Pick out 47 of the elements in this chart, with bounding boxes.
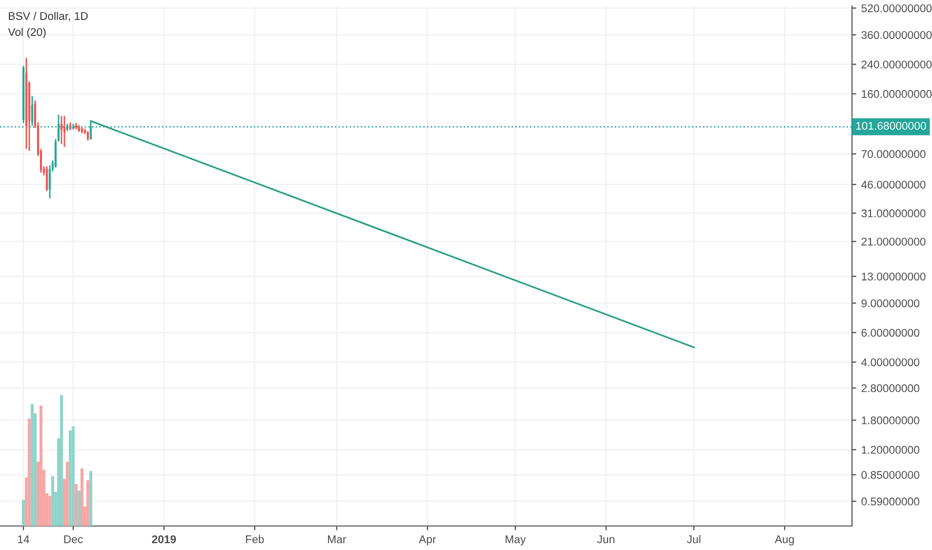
x-tick-label: Mar — [328, 535, 346, 544]
bar — [22, 500, 25, 526]
y-tick-label: 21.00000000 — [862, 238, 926, 246]
x-tick-label: 2019 — [152, 535, 176, 544]
y-tick-label: 31.00000000 — [861, 209, 926, 218]
x-tick-label: Apr — [418, 535, 436, 546]
candlestick — [48, 164, 51, 200]
y-tick-label: 13.00000000 — [862, 272, 926, 280]
y-tick-label: 1.80000000 — [862, 416, 920, 424]
candlestick — [86, 130, 89, 142]
ref-line-label: 101.68000000 — [856, 122, 926, 130]
y-tick-label: 0.85000000 — [861, 470, 920, 479]
chart-title: BSV / Dollar, 1D — [8, 12, 88, 22]
x-tick-label: Dec — [64, 535, 83, 544]
y-tick-label: 46.00000000 — [861, 180, 926, 189]
y-tick-label: 4.00000000 — [861, 358, 920, 366]
y-tick-label: 1.20000000 — [862, 446, 920, 454]
bar — [30, 404, 34, 526]
bar — [80, 468, 84, 526]
y-tick-label: 0.59000000 — [861, 498, 920, 506]
bar — [74, 484, 78, 526]
bar — [60, 395, 63, 526]
y-tick-label: 6.00000000 — [862, 328, 920, 337]
bar — [40, 405, 42, 526]
y-tick-label: 160.00000000 — [862, 90, 932, 98]
bar — [51, 476, 54, 526]
y-tick-label: 360.00000000 — [861, 31, 932, 39]
candlestick — [60, 115, 63, 145]
bar — [72, 426, 75, 526]
y-tick-label: 2.80000000 — [862, 384, 920, 392]
candlestick — [46, 166, 48, 192]
x-tick-label: Jun — [597, 535, 614, 544]
x-tick-label: 14 — [18, 535, 30, 544]
y-tick-label: 520.00000000 — [861, 4, 932, 12]
bar — [78, 490, 81, 526]
bar — [86, 480, 90, 526]
chart-title: Vol (20) — [8, 28, 46, 38]
x-tick-label: Aug — [774, 535, 794, 546]
y-tick-label: 240.00000000 — [862, 60, 932, 68]
y-tick-label: 70.00000000 — [862, 150, 926, 158]
candlestick — [63, 115, 66, 148]
x-tick-label: Feb — [246, 535, 264, 544]
x-tick-label: Jul — [686, 535, 700, 544]
bar — [66, 462, 69, 526]
x-tick-label: May — [506, 535, 526, 546]
y-tick-label: 9.00000000 — [862, 299, 920, 308]
candlestick — [31, 95, 34, 127]
